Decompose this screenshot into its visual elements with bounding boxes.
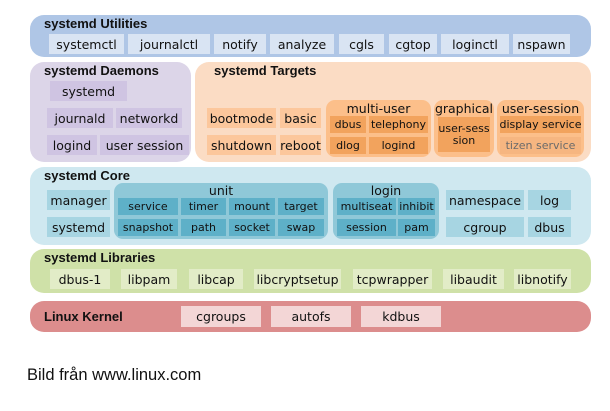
utility-nspawn: nspawn xyxy=(513,34,570,54)
core-title: systemd Core xyxy=(44,168,130,183)
target-bootmode: bootmode xyxy=(207,108,276,128)
user-session-display-service: display service xyxy=(500,116,581,133)
unit-timer: timer xyxy=(181,198,226,215)
kernel-kdbus: kdbus xyxy=(361,306,441,327)
utility-journalctl: journalctl xyxy=(128,34,210,54)
target-shutdown: shutdown xyxy=(207,135,276,155)
login-multiseat: multiseat xyxy=(337,198,396,215)
library-libcryptsetup: libcryptsetup xyxy=(254,269,341,289)
utility-systemctl: systemctl xyxy=(49,34,124,54)
daemon-journald: journald xyxy=(47,108,113,128)
daemon-systemd: systemd xyxy=(50,81,127,101)
target-basic: basic xyxy=(280,108,321,128)
core-manager: manager xyxy=(47,190,110,210)
unit-swap: swap xyxy=(278,219,324,236)
core-cgroup: cgroup xyxy=(446,217,524,237)
utilities-title: systemd Utilities xyxy=(44,16,148,31)
core-systemd: systemd xyxy=(47,217,110,237)
library-libpam: libpam xyxy=(121,269,177,289)
daemon-user-session: user session xyxy=(100,135,189,155)
daemon-logind: logind xyxy=(47,135,97,155)
multi-user-dbus: dbus xyxy=(330,116,366,133)
graphical-user-session: user-sesssion xyxy=(438,117,490,152)
multi-user-dlog: dlog xyxy=(330,137,366,154)
login-session: session xyxy=(337,219,396,236)
unit-title: unit xyxy=(208,183,234,198)
unit-target: target xyxy=(278,198,324,215)
login-title: login xyxy=(370,183,402,198)
target-reboot: reboot xyxy=(280,135,321,155)
kernel-title: Linux Kernel xyxy=(44,309,123,324)
core-namespace: namespace xyxy=(446,190,524,210)
library-libnotify: libnotify xyxy=(514,269,571,289)
libraries-title: systemd Libraries xyxy=(44,250,156,265)
multi-user-telephony: telephony xyxy=(369,116,428,133)
kernel-cgroups: cgroups xyxy=(181,306,261,327)
utility-notify: notify xyxy=(214,34,266,54)
unit-path: path xyxy=(181,219,226,236)
utility-cgls: cgls xyxy=(339,34,384,54)
library-libaudit: libaudit xyxy=(443,269,504,289)
unit-service: service xyxy=(118,198,178,215)
unit-snapshot: snapshot xyxy=(118,219,178,236)
login-pam: pam xyxy=(398,219,435,236)
utility-loginctl: loginctl xyxy=(441,34,509,54)
utility-cgtop: cgtop xyxy=(389,34,437,54)
core-dbus: dbus xyxy=(528,217,571,237)
unit-socket: socket xyxy=(229,219,275,236)
daemons-title: systemd Daemons xyxy=(44,63,159,78)
utility-analyze: analyze xyxy=(270,34,334,54)
multi-user-title: multi-user xyxy=(346,101,411,116)
caption: Bild från www.linux.com xyxy=(27,366,202,384)
graphical-title: graphical xyxy=(434,101,494,116)
library-dbus-1: dbus-1 xyxy=(50,269,110,289)
user-session-tizen-service: tizen service xyxy=(500,137,581,154)
login-inhibit: inhibit xyxy=(398,198,435,215)
library-tcpwrapper: tcpwrapper xyxy=(353,269,432,289)
core-log: log xyxy=(528,190,571,210)
kernel-autofs: autofs xyxy=(271,306,351,327)
targets-title: systemd Targets xyxy=(214,63,317,78)
daemon-networkd: networkd xyxy=(116,108,182,128)
multi-user-logind: logind xyxy=(369,137,428,154)
user-session-title: user-session xyxy=(501,101,580,116)
library-libcap: libcap xyxy=(189,269,243,289)
unit-mount: mount xyxy=(229,198,275,215)
